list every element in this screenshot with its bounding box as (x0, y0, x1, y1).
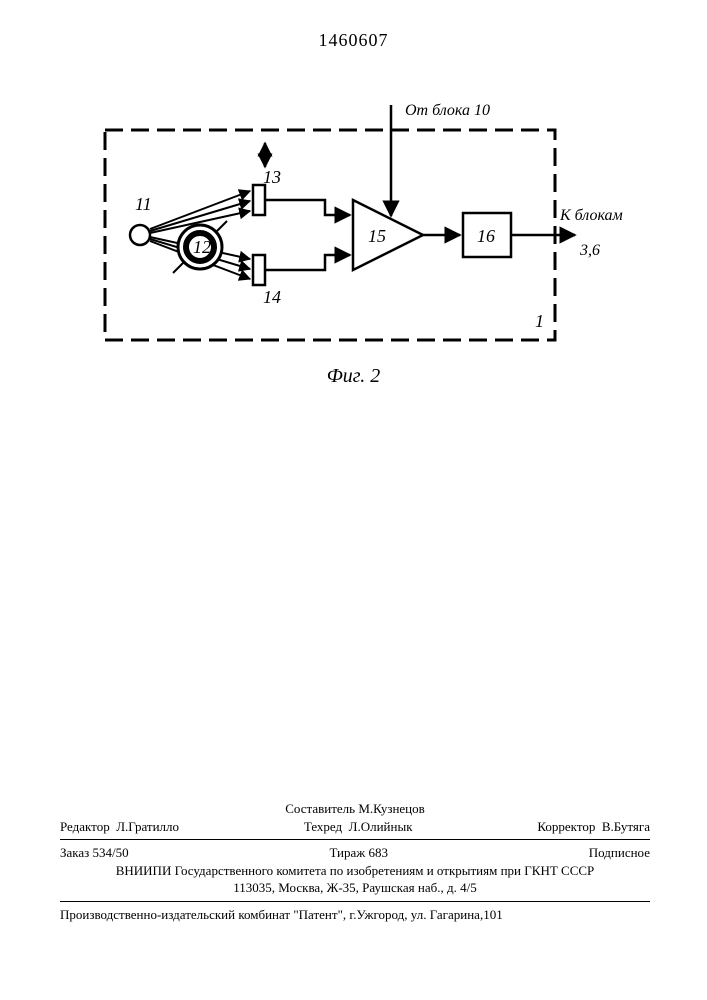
label-1: 1 (535, 311, 544, 331)
tirazh: Тираж 683 (329, 844, 388, 862)
figure-caption: Фиг. 2 (0, 365, 707, 388)
corrector-label: Корректор (537, 819, 595, 834)
label-from-block-10: От блока 10 (405, 102, 490, 119)
document-number: 1460607 (0, 30, 707, 51)
label-output-2: 3,6 (579, 242, 600, 259)
compiler-name: М.Кузнецов (358, 801, 424, 816)
label-16: 16 (477, 226, 495, 246)
org-line-2: 113035, Москва, Ж-35, Раушская наб., д. … (60, 879, 650, 897)
press-line: Производственно-издательский комбинат "П… (60, 906, 650, 924)
wire-13-to-15 (265, 200, 350, 215)
figure-2-diagram: 1 11 12 13 14 (95, 95, 625, 355)
label-15: 15 (368, 226, 386, 246)
org-line-1: ВНИИПИ Государственного комитета по изоб… (60, 862, 650, 880)
page: 1460607 1 11 (0, 0, 707, 1000)
techred-label: Техред (304, 819, 342, 834)
label-14: 14 (263, 287, 281, 307)
label-11: 11 (135, 194, 152, 214)
imprint-footer: Составитель М.Кузнецов Редактор Л.Гратил… (60, 800, 650, 923)
node-13-detector (253, 185, 265, 215)
corrector-name: В.Бутяга (602, 819, 650, 834)
label-13: 13 (263, 167, 281, 187)
editor-name: Л.Гратилло (116, 819, 179, 834)
order-number: Заказ 534/50 (60, 844, 129, 862)
node-11-light-source (130, 225, 150, 245)
editor-label: Редактор (60, 819, 110, 834)
compiler-label: Составитель (285, 801, 355, 816)
techred-name: Л.Олийнык (349, 819, 413, 834)
label-output-1: К блокам (559, 207, 623, 224)
node-15-amplifier (353, 200, 423, 270)
node-12-modulator: 12 (173, 221, 227, 273)
wire-14-to-15 (265, 255, 350, 270)
label-12: 12 (193, 237, 211, 257)
node-14-detector (253, 255, 265, 285)
podpisnoe: Подписное (589, 844, 650, 862)
